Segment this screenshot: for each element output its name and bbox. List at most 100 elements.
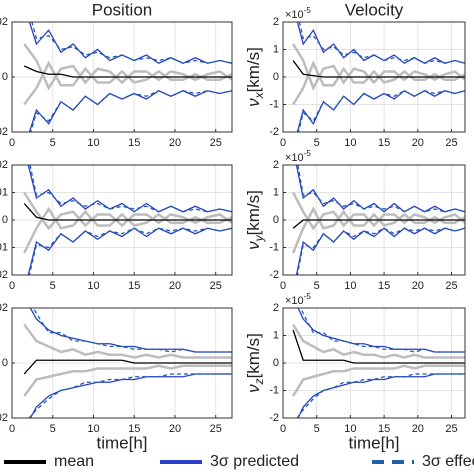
x-tick-label: 15 (128, 280, 140, 292)
y-axis-symbol: ν (244, 384, 263, 393)
y-multiplier: ×10-5 (285, 149, 311, 164)
series-line (297, 165, 465, 213)
y-axis-subscript: x (252, 91, 266, 99)
series-line (30, 90, 232, 132)
x-tick-label: 25 (445, 137, 457, 149)
series-group (23, 308, 232, 418)
series-line (29, 165, 232, 213)
y-axis-label: νy[km/s] (244, 190, 266, 250)
y-tick-label: 0 (2, 71, 8, 83)
x-tick-label: 0 (280, 280, 286, 292)
y-tick-label: -1 (269, 384, 279, 396)
y-tick-label: -1 (269, 241, 279, 253)
series-line (23, 203, 232, 221)
axes-frame (282, 21, 466, 133)
y-multiplier-exp: -5 (304, 149, 312, 158)
x-tick-label: 10 (87, 280, 99, 292)
legend-label: 3σ predicted (210, 453, 299, 470)
y-axis-symbol: ν (244, 98, 263, 107)
y-tick-label: 0.02 (0, 302, 8, 314)
x-tick-label: 20 (412, 137, 424, 149)
y-tick-label: 0 (2, 357, 8, 369)
series-line (28, 227, 232, 275)
y-tick-label: -0.02 (0, 412, 8, 424)
x-tick-label: 20 (412, 280, 424, 292)
y-multiplier: ×10-5 (285, 6, 311, 21)
y-multiplier: ×10-5 (285, 292, 311, 307)
series-line (296, 227, 465, 275)
series-line (292, 364, 465, 397)
x-tick-label: 20 (169, 280, 181, 292)
x-tick-label: 10 (344, 423, 356, 435)
axes-frame (11, 307, 233, 419)
y-tick-label: -2 (269, 126, 279, 138)
series-line (297, 90, 465, 132)
axes-frame (282, 307, 466, 419)
series-line (27, 227, 232, 275)
y-tick-label: 0 (273, 214, 279, 226)
series-line (23, 65, 232, 78)
x-tick-label: 0 (9, 423, 15, 435)
series-line (298, 22, 465, 64)
y-multiplier-exp: -5 (304, 6, 312, 15)
y-tick-label: 1 (273, 43, 279, 55)
series-line (23, 323, 232, 359)
legend-label: 3σ effective (422, 453, 474, 470)
y-tick-label: 0.02 (0, 159, 8, 171)
x-tick-label: 5 (314, 423, 320, 435)
series-group (292, 308, 465, 418)
series-line (23, 359, 232, 375)
series-line (29, 373, 232, 418)
y-multiplier-base: ×10 (285, 9, 304, 21)
x-tick-label: 15 (378, 280, 390, 292)
y-multiplier-base: ×10 (285, 295, 304, 307)
x-axis-label: time[h] (96, 433, 147, 452)
panel-title: Position (92, 0, 152, 19)
y-axis-unit: [km/s] (244, 47, 263, 92)
series-line (27, 165, 232, 213)
x-tick-label: 5 (50, 280, 56, 292)
series-group (23, 165, 232, 275)
series-line (28, 90, 232, 132)
series-line (29, 308, 232, 353)
y-tick-label: -0.02 (0, 269, 8, 281)
y-tick-label: 2 (273, 159, 279, 171)
y-tick-label: 0 (2, 214, 8, 226)
x-tick-label: 0 (9, 280, 15, 292)
y-tick-label: 1 (273, 186, 279, 198)
y-axis-unit: [km/s] (244, 333, 263, 378)
series-line (292, 60, 465, 78)
y-axis-label: νz[km/s] (244, 333, 266, 393)
y-tick-label: -2 (269, 412, 279, 424)
series-line (31, 22, 232, 64)
x-tick-label: 10 (344, 137, 356, 149)
y-tick-label: 0.01 (0, 186, 8, 198)
x-tick-label: 25 (210, 280, 222, 292)
x-tick-label: 25 (210, 137, 222, 149)
y-tick-label: 1 (273, 329, 279, 341)
y-multiplier-exp: -5 (304, 292, 312, 301)
y-tick-label: 0.02 (0, 16, 8, 28)
axes-frame (11, 164, 233, 276)
y-multiplier-base: ×10 (285, 152, 304, 164)
x-tick-label: 15 (378, 423, 390, 435)
x-axis-label: time[h] (348, 433, 399, 452)
y-axis-subscript: y (252, 234, 266, 242)
y-tick-label: 2 (273, 302, 279, 314)
x-tick-label: 5 (50, 423, 56, 435)
legend-label: mean (54, 453, 94, 470)
y-tick-label: -2 (269, 269, 279, 281)
series-line (292, 219, 465, 229)
y-tick-label: 0 (273, 71, 279, 83)
x-tick-label: 0 (280, 423, 286, 435)
x-tick-label: 25 (210, 423, 222, 435)
panel-title: Velocity (345, 0, 404, 19)
x-tick-label: 5 (50, 137, 56, 149)
y-axis-subscript: z (252, 378, 266, 385)
series-line (32, 308, 232, 353)
x-tick-label: 0 (280, 137, 286, 149)
x-tick-label: 20 (169, 423, 181, 435)
y-tick-label: -0.02 (0, 126, 8, 138)
